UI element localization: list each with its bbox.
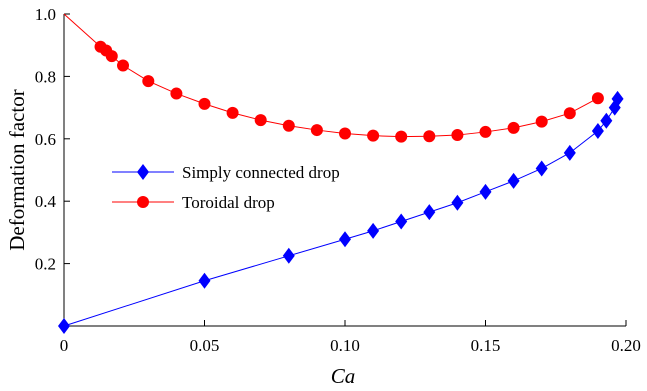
series-1-point-10 [310,124,323,137]
series-1-point-16 [479,125,492,138]
legend-label-1: Toroidal drop [182,193,275,212]
series-1-point-2 [105,50,118,63]
y-tick-label-2: 0.6 [35,130,56,149]
series-0-point-5 [395,213,408,230]
series-1-point-8 [254,114,267,127]
series-1-point-14 [423,130,436,143]
y-tick-label-4: 1.0 [35,5,56,24]
legend: Simply connected drop Toroidal drop [112,163,340,212]
series-1-point-3 [117,59,130,72]
series-1-point-4 [142,75,155,88]
series-1 [63,13,604,143]
series-layer [58,13,624,334]
series-1-point-17 [507,121,520,134]
x-axis-label: Ca [331,364,356,388]
series-1-point-7 [226,106,239,119]
series-0-point-4 [367,222,380,239]
legend-label-0: Simply connected drop [182,163,340,182]
x-tick-label-4: 0.20 [611,336,641,355]
series-0-point-13 [600,112,613,129]
series-0-point-8 [479,183,492,200]
series-1-point-11 [339,127,351,140]
series-0-point-9 [507,172,520,189]
y-tick-label-1: 0.4 [35,192,57,211]
series-0 [58,90,624,334]
series-1-point-15 [451,129,464,142]
x-tick-label-1: 0.05 [190,336,220,355]
series-1-line [63,13,599,138]
legend-marker-0 [137,164,149,180]
series-0-point-10 [535,160,548,177]
series-0-point-7 [451,194,464,211]
legend-marker-1 [137,196,149,208]
y-axis-label: Deformation factor [5,89,29,251]
series-0-point-3 [339,231,351,248]
series-1-point-5 [170,87,183,100]
series-1-point-9 [282,119,295,132]
series-0-point-15 [611,90,624,107]
series-1-point-13 [395,130,408,143]
series-0-point-0 [58,318,70,334]
series-1-point-18 [535,115,548,128]
series-0-point-2 [282,247,295,264]
series-0-point-11 [563,144,576,161]
series-1-point-19 [563,107,576,120]
y-tick-label-0: 0.2 [35,255,56,274]
series-1-point-12 [367,129,380,142]
series-0-point-12 [591,123,604,139]
series-1-point-20 [591,92,604,105]
y-tick-label-3: 0.8 [35,67,56,86]
axes: 0 0.05 0.10 0.15 0.20 0.2 0.4 0.6 0.8 1.0 [35,5,641,355]
x-tick-label-0: 0 [60,336,69,355]
series-0-point-6 [423,204,436,221]
series-1-point-6 [198,97,211,110]
x-tick-label-2: 0.10 [330,336,360,355]
x-tick-label-3: 0.15 [471,336,501,355]
series-0-point-1 [198,272,211,289]
series-0-line [63,98,619,327]
